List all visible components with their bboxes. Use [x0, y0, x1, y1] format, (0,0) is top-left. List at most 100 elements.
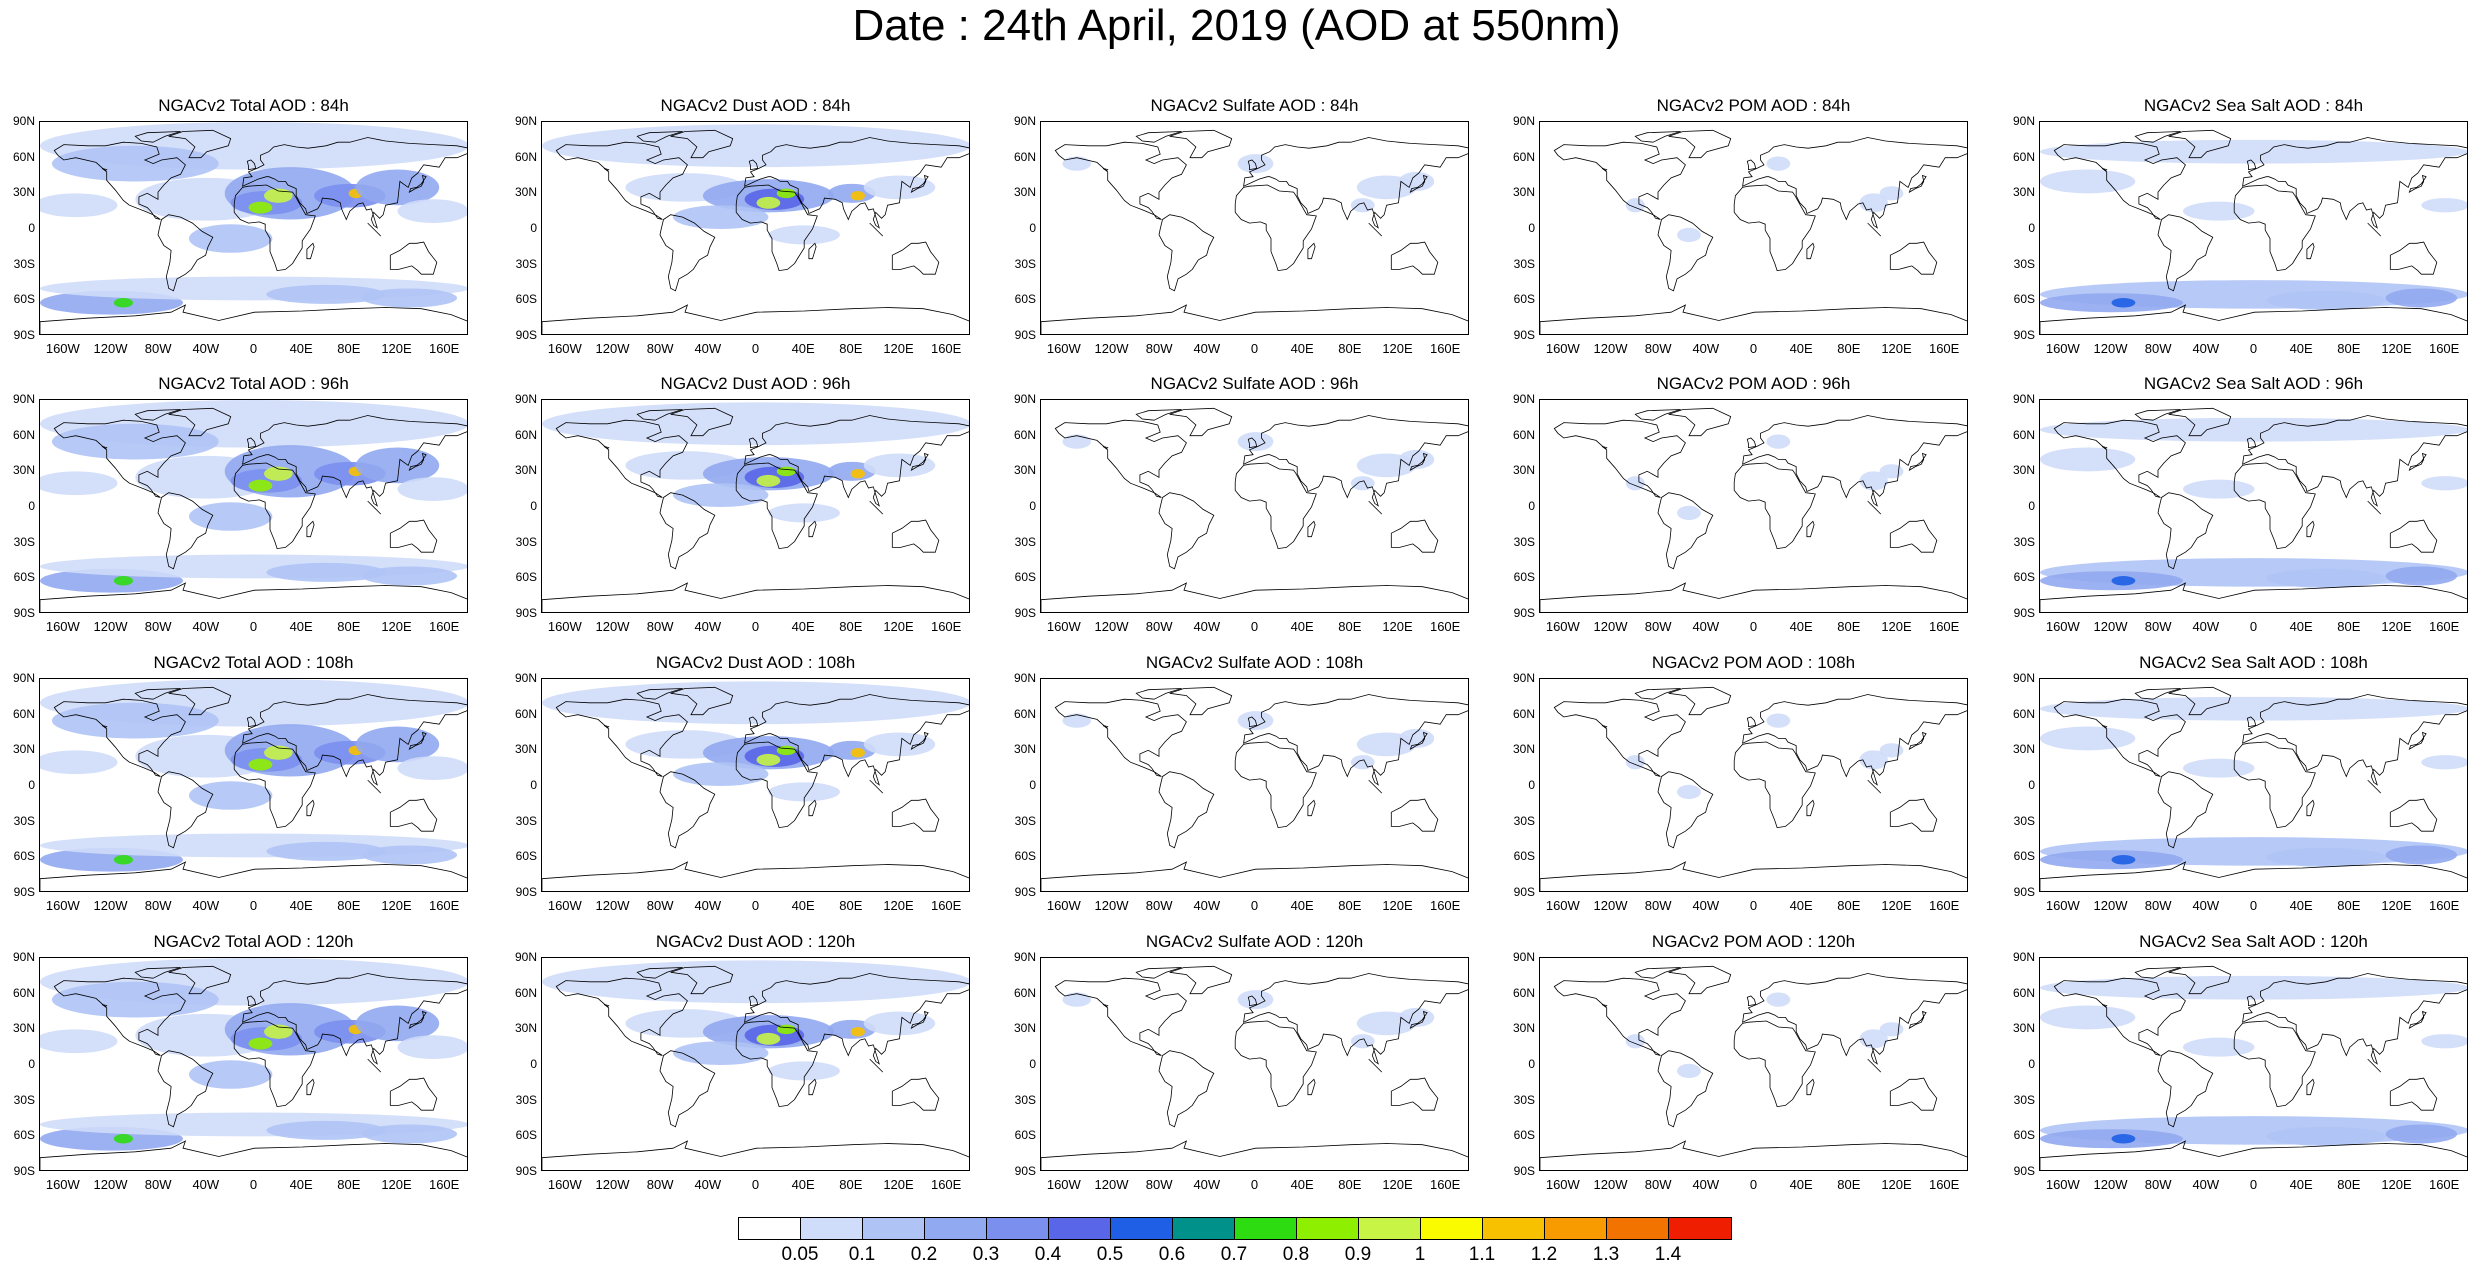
lon-tick-label: 80W [1145, 619, 1173, 634]
map-panel: NGACv2 Sea Salt AOD : 96h 90N 60N 30N 0 30S 60… [1999, 371, 2473, 645]
lon-tick-label: 80W [1644, 619, 1672, 634]
lat-tick-label: 0 [530, 499, 537, 513]
coastline [2101, 1004, 2108, 1008]
coastline [2306, 520, 2315, 538]
aod-field-patch [756, 196, 781, 209]
lon-tick-label: 160E [930, 898, 962, 913]
coastline [2053, 977, 2186, 1056]
lon-tick-label: 40E [289, 341, 313, 356]
coastline [1409, 174, 1428, 193]
lat-tick-label: 90S [1513, 328, 1535, 342]
coastline [1746, 437, 1757, 449]
lat-tick-label: 30N [1512, 742, 1535, 757]
lon-tick-label: 0 [751, 898, 760, 913]
coastline [1908, 452, 1927, 471]
coastline [748, 159, 759, 171]
coastline [659, 1050, 716, 1128]
lat-tick-label: 90N [1512, 114, 1535, 128]
map-plot-area [39, 399, 468, 613]
lon-tick-label: 40W [2192, 1177, 2220, 1192]
lon-tick-label: 120W [1593, 619, 1628, 634]
coastline [389, 519, 438, 553]
coastline [157, 214, 214, 292]
lon-tick-label: 40E [2289, 341, 2313, 356]
lat-tick-label: 60N [514, 427, 537, 442]
lon-tick-label: 40W [1193, 619, 1221, 634]
lon-tick-label: 120W [1094, 619, 1129, 634]
lon-tick-label: 80W [144, 1177, 172, 1192]
aod-field-patch [51, 981, 219, 1018]
coastline [1243, 973, 1468, 1065]
lat-tick-label: 60N [1013, 706, 1036, 721]
lat-tick-label: 30S [1513, 256, 1535, 271]
coastline [2040, 861, 2467, 891]
page-title: Date : 24th April, 2019 (AOD at 550nm) [852, 1, 1621, 50]
coastline [659, 214, 716, 292]
lat-tick-label: 90N [1013, 114, 1036, 128]
aod-field-patch [850, 747, 865, 758]
map-plot-area [39, 121, 468, 335]
aod-field-patch [361, 1124, 458, 1144]
lat-tick-label: 30N [1013, 185, 1036, 200]
lon-tick-label: 0 [751, 619, 760, 634]
lat-tick-label: 90S [515, 606, 537, 620]
coastline [408, 174, 427, 193]
lon-tick-label: 40W [192, 898, 220, 913]
lat-tick-label: 30N [514, 1021, 537, 1036]
lon-tick-label: 80E [337, 1177, 361, 1192]
lon-tick-label: 40E [1789, 341, 1813, 356]
aerosol-map [542, 124, 969, 334]
lat-tick-label: 30N [1013, 463, 1036, 478]
coastline [2053, 419, 2186, 498]
lon-tick-label: 0 [1250, 898, 1259, 913]
aod-field-patch [1350, 198, 1375, 213]
lon-tick-label: 40W [2192, 341, 2220, 356]
lat-tick-label: 30S [2013, 534, 2035, 549]
lon-tick-label: 80E [1837, 341, 1861, 356]
lon-tick-label: 120E [1382, 1177, 1413, 1192]
colorbar-tick-label: 0.7 [1220, 1244, 1248, 1265]
aerosol-map [1540, 407, 1967, 612]
lat-tick-label: 60S [13, 849, 35, 864]
lon-tick-label: 40W [694, 341, 722, 356]
coastline [306, 799, 315, 817]
coastline [1867, 222, 1882, 237]
coastline [735, 184, 818, 272]
coastline [53, 141, 186, 220]
coastline [367, 1058, 382, 1073]
panel-title: NGACv2 POM AOD : 108h [1651, 653, 1856, 672]
lon-tick-label: 80W [144, 898, 172, 913]
colorbar-tick-label: 0.9 [1344, 1244, 1372, 1265]
map-plot-area [2039, 678, 2468, 892]
lat-tick-label: 90S [2013, 606, 2035, 620]
lat-tick-label: 30N [514, 185, 537, 200]
aod-field-patch [2040, 417, 2467, 442]
coastline [603, 168, 610, 172]
lat-tick-label: 30N [12, 185, 35, 200]
colorbar-tick-label: 1.4 [1654, 1244, 1682, 1265]
colorbar-swatch [739, 1218, 801, 1239]
coastline [233, 462, 316, 550]
colorbar-swatch [1049, 1218, 1111, 1239]
lon-tick-label: 80E [1837, 1177, 1861, 1192]
lat-tick-label: 90N [12, 950, 35, 964]
coastline [2053, 141, 2186, 220]
aod-field-patch [188, 1060, 273, 1089]
coastline [2408, 174, 2427, 193]
map-panel: NGACv2 POM AOD : 84h 90N 60N 30N 0 30S 60S 90S 1… [1499, 93, 1988, 367]
aerosol-map [40, 958, 467, 1170]
lon-tick-label: 160E [1429, 341, 1461, 356]
aod-field-patch [1625, 198, 1645, 213]
coastline [2246, 995, 2257, 1007]
coastline [891, 1077, 940, 1111]
lon-tick-label: 80W [646, 619, 674, 634]
coastline [168, 407, 232, 437]
lon-tick-label: 40E [791, 619, 815, 634]
coastline [1158, 492, 1215, 570]
coastline [1746, 716, 1757, 728]
lon-tick-label: 40E [791, 1177, 815, 1192]
aod-field-patch [264, 466, 293, 481]
coastline [1540, 1140, 1967, 1170]
aod-field-patch [542, 124, 969, 168]
aod-field-patch [1062, 434, 1092, 449]
